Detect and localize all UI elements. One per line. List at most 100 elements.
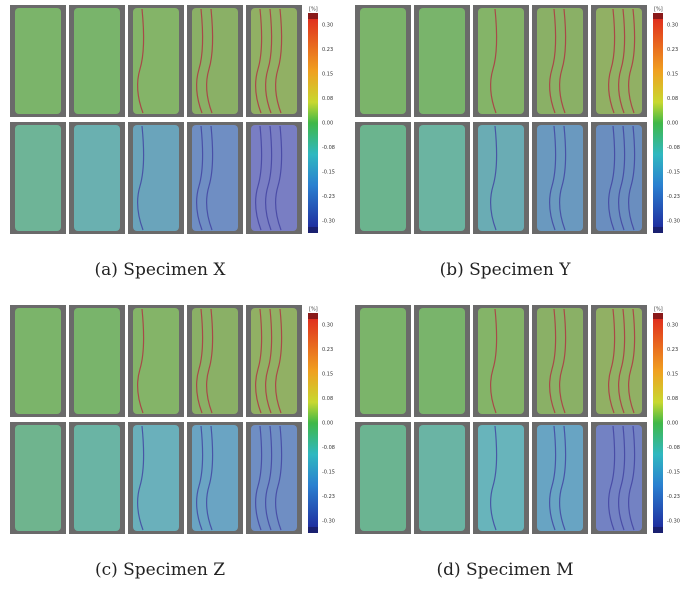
crack xyxy=(255,125,263,231)
colorbar-tick: 0.08 xyxy=(667,96,678,102)
panel: [%] 0.30 0.23 0.15 0.08 0.00 -0.08 -0.15 -0.23 -0… xyxy=(10,305,335,580)
strain-field xyxy=(192,8,238,114)
crack xyxy=(608,8,616,114)
colorbar-tick: -0.08 xyxy=(667,145,680,151)
crack xyxy=(549,425,557,531)
strain-field xyxy=(133,125,179,231)
colorbar-tick: -0.08 xyxy=(667,445,680,451)
strain-field xyxy=(360,308,406,414)
colorbar-tick: -0.15 xyxy=(322,170,335,176)
strain-field xyxy=(419,125,465,231)
crack xyxy=(265,308,273,414)
strain-field xyxy=(419,308,465,414)
colorbar-tick: -0.15 xyxy=(667,170,680,176)
colorbar xyxy=(653,19,663,227)
colorbar-tick: 0.08 xyxy=(667,396,678,402)
colorbar-tick: 0.23 xyxy=(322,347,333,353)
caption: (c) Specimen Z xyxy=(95,560,225,580)
colorbar xyxy=(308,19,318,227)
colorbar-tick: -0.15 xyxy=(322,470,335,476)
strain-field xyxy=(251,308,297,414)
strain-field xyxy=(360,125,406,231)
colorbar-tick: 0.15 xyxy=(667,72,678,78)
colorbar-tick: 0.00 xyxy=(322,421,333,427)
colorbar-tick: 0.15 xyxy=(322,72,333,78)
colorbar-tick: 0.08 xyxy=(322,396,333,402)
crack xyxy=(265,425,273,531)
colorbar-unit: [%] xyxy=(654,7,663,13)
crack xyxy=(137,8,145,114)
crack xyxy=(608,308,616,414)
crack xyxy=(559,125,567,231)
colorbar-tick: 0.00 xyxy=(322,121,333,127)
crack xyxy=(265,8,273,114)
strain-field xyxy=(596,425,642,531)
crack xyxy=(255,425,263,531)
colorbar-unit: [%] xyxy=(654,307,663,313)
caption: (a) Specimen X xyxy=(95,260,227,280)
colorbar-unit: [%] xyxy=(309,7,318,13)
strain-field xyxy=(478,308,524,414)
crack xyxy=(628,425,636,531)
crack xyxy=(206,308,214,414)
colorbar-tick: -0.23 xyxy=(667,194,680,200)
crack xyxy=(490,8,498,114)
crack xyxy=(559,308,567,414)
strain-field xyxy=(537,308,583,414)
crack xyxy=(618,308,626,414)
crack xyxy=(196,125,204,231)
strain-field xyxy=(251,425,297,531)
strain-field xyxy=(596,308,642,414)
panel: [%] 0.30 0.23 0.15 0.08 0.00 -0.08 -0.15 -0.23 -0… xyxy=(355,5,680,280)
colorbar-tick: -0.23 xyxy=(322,194,335,200)
colorbar-tick: 0.15 xyxy=(322,372,333,378)
strain-field xyxy=(419,8,465,114)
strain-field xyxy=(537,125,583,231)
crack xyxy=(618,125,626,231)
colorbar xyxy=(308,319,318,527)
strain-field xyxy=(596,125,642,231)
crack xyxy=(628,8,636,114)
crack xyxy=(559,8,567,114)
crack xyxy=(196,8,204,114)
strain-field xyxy=(74,125,120,231)
colorbar-tick: 0.15 xyxy=(667,372,678,378)
colorbar-tick: 0.00 xyxy=(667,421,678,427)
colorbar-tick: 0.30 xyxy=(322,23,333,29)
colorbar-bottom xyxy=(308,527,318,533)
crack xyxy=(255,308,263,414)
colorbar-tick: 0.30 xyxy=(667,323,678,329)
colorbar-tick: 0.08 xyxy=(322,96,333,102)
colorbar-tick: 0.30 xyxy=(322,323,333,329)
crack xyxy=(549,125,557,231)
colorbar-tick: 0.23 xyxy=(322,47,333,53)
colorbar-top xyxy=(308,13,318,19)
strain-field xyxy=(596,8,642,114)
strain-field xyxy=(133,425,179,531)
crack xyxy=(490,308,498,414)
colorbar-top xyxy=(308,313,318,319)
strain-field xyxy=(192,308,238,414)
crack xyxy=(628,125,636,231)
strain-field xyxy=(360,8,406,114)
colorbar-tick: -0.23 xyxy=(667,494,680,500)
strain-field xyxy=(192,425,238,531)
strain-field xyxy=(74,8,120,114)
colorbar-tick: -0.30 xyxy=(667,219,680,225)
crack xyxy=(275,425,283,531)
colorbar-tick: 0.23 xyxy=(667,347,678,353)
colorbar-tick: -0.30 xyxy=(322,219,335,225)
colorbar-bottom xyxy=(308,227,318,233)
crack xyxy=(549,8,557,114)
colorbar-tick: -0.30 xyxy=(667,519,680,525)
crack xyxy=(608,125,616,231)
strain-field xyxy=(133,8,179,114)
crack xyxy=(196,425,204,531)
strain-field xyxy=(251,8,297,114)
colorbar-tick: -0.08 xyxy=(322,445,335,451)
caption: (b) Specimen Y xyxy=(440,260,572,280)
crack xyxy=(559,425,567,531)
strain-field xyxy=(15,308,61,414)
caption: (d) Specimen M xyxy=(436,560,573,580)
crack xyxy=(618,425,626,531)
